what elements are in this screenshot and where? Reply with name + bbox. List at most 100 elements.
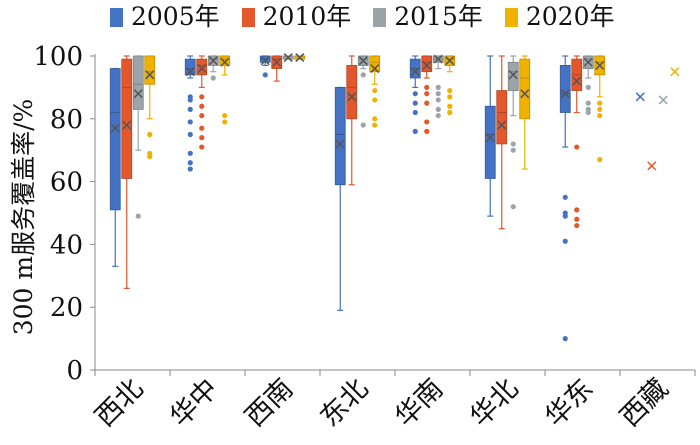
- outlier-point-3: [574, 222, 580, 229]
- box-body: [519, 58, 531, 120]
- box-body: [334, 87, 346, 186]
- box-2-4: [432, 54, 444, 119]
- mean-marker-b: [445, 56, 455, 66]
- box-0-4: [409, 55, 421, 134]
- outlier-point-3: [585, 109, 591, 116]
- box-2-2: [282, 53, 294, 63]
- mean-marker-b: [122, 120, 132, 130]
- outlier-point-0: [562, 194, 568, 200]
- mean-marker-b: [295, 53, 305, 63]
- outlier-point-1: [424, 91, 430, 97]
- outlier-point-3: [597, 157, 603, 163]
- box-body: [109, 68, 121, 211]
- mean-marker-b: [647, 161, 657, 171]
- box-2-5: [507, 55, 519, 210]
- mean-marker-b: [560, 89, 570, 99]
- box-1-1: [196, 55, 208, 150]
- mean-marker-b: [497, 120, 507, 130]
- legend-item-2015[interactable]: 2015年: [373, 2, 483, 32]
- legend-item-2020[interactable]: 2020年: [504, 2, 615, 32]
- box-1-4: [421, 55, 433, 134]
- outlier-point-1: [585, 100, 591, 106]
- mean-marker-b: [572, 76, 582, 86]
- y-tick-label-80: 80: [50, 105, 83, 135]
- outlier-point-3: [424, 119, 430, 125]
- box-body: [144, 55, 156, 85]
- box-1-3: [346, 55, 358, 186]
- outlier-point-2: [199, 113, 205, 119]
- box-2-1: [207, 55, 219, 81]
- series-3: [144, 53, 680, 170]
- outlier-point-2: [412, 109, 418, 116]
- legend-item-2010[interactable]: 2010年: [241, 2, 351, 32]
- box-3-2: [294, 53, 306, 63]
- legend-swatch-2005: [110, 7, 123, 27]
- outlier-point-5: [187, 150, 193, 156]
- outlier-point-0: [597, 100, 603, 106]
- mean-marker-b: [185, 67, 195, 77]
- legend-swatch-2020: [504, 7, 518, 27]
- y-tick-label-100: 100: [33, 42, 83, 72]
- mean-marker-b: [133, 89, 143, 99]
- mean-marker-b: [220, 57, 230, 67]
- mean-marker-b: [145, 70, 155, 80]
- outlier-point-4: [562, 336, 568, 342]
- outlier-point-5: [199, 144, 205, 150]
- box-0-5: [484, 55, 496, 217]
- outlier-point-3: [435, 106, 441, 112]
- box-3-7: [670, 67, 680, 77]
- x-category-label-2: 西南: [239, 373, 299, 433]
- outlier-point-2: [574, 216, 580, 222]
- mean-marker-b: [670, 67, 680, 77]
- outlier-point-4: [199, 135, 205, 141]
- box-body: [484, 105, 496, 179]
- outlier-point-1: [435, 91, 441, 97]
- outlier-point-0: [424, 84, 430, 90]
- outlier-point-2: [424, 100, 430, 106]
- outlier-point-3: [562, 238, 568, 244]
- x-category-label-3: 东北: [314, 373, 374, 433]
- legend-label-2005: 2005年: [131, 2, 220, 31]
- mean-marker-b: [583, 57, 593, 67]
- outlier-point-3: [372, 122, 378, 128]
- legend-item-2005[interactable]: 2005年: [110, 2, 220, 32]
- outlier-point-3: [187, 119, 193, 125]
- outlier-point-0: [412, 91, 418, 97]
- box-3-6: [594, 55, 606, 163]
- outlier-point-0: [135, 213, 141, 219]
- outlier-point-1: [574, 207, 580, 213]
- legend: 2005年 2010年 2015年 2020年: [110, 2, 637, 32]
- outlier-point-7: [187, 166, 193, 172]
- outlier-point-1: [597, 106, 603, 112]
- mean-marker-b: [658, 95, 668, 105]
- outlier-point-0: [447, 87, 453, 94]
- mean-marker-b: [110, 123, 120, 133]
- legend-swatch-2010: [241, 7, 255, 27]
- outlier-point-6: [187, 160, 193, 166]
- box-2-7: [658, 95, 668, 105]
- box-1-2: [271, 55, 283, 82]
- mean-marker-b: [283, 53, 293, 63]
- mean-marker-b: [358, 56, 368, 66]
- legend-label-2020: 2020年: [525, 2, 615, 31]
- outlier-point-0: [585, 84, 591, 90]
- mean-marker-b: [370, 64, 380, 74]
- box-3-4: [444, 55, 456, 116]
- mean-marker-b: [635, 92, 645, 102]
- box-0-3: [334, 86, 346, 311]
- x-category-label-1: 华中: [164, 373, 224, 433]
- outlier-point-1: [187, 97, 193, 103]
- box-body: [196, 58, 208, 76]
- box-0-6: [559, 55, 571, 342]
- box-body: [496, 90, 508, 145]
- box-1-6: [571, 55, 583, 229]
- outlier-point-1: [222, 119, 228, 125]
- box-1-7: [647, 161, 657, 171]
- outlier-point-1: [372, 97, 378, 103]
- box-1-0: [121, 55, 133, 289]
- outlier-point-1: [447, 94, 453, 100]
- series-0: [109, 55, 645, 342]
- box-body: [346, 65, 358, 120]
- box-0-2: [259, 55, 271, 78]
